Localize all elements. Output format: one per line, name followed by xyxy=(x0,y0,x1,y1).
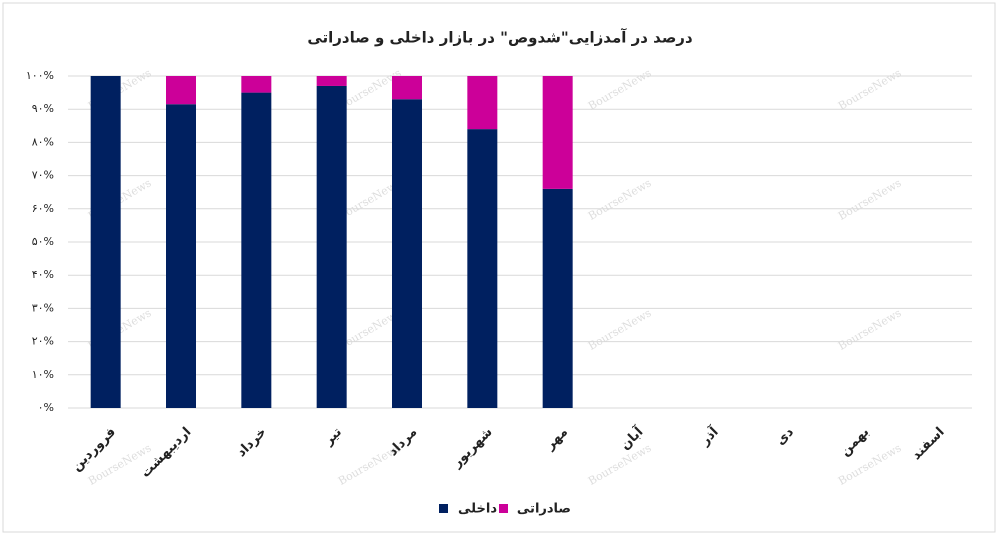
y-tick-label: ۱۰% xyxy=(32,368,54,381)
y-tick-label: ۹۰% xyxy=(32,102,54,115)
bar-segment xyxy=(316,85,347,409)
y-tick-label: ۸۰% xyxy=(32,135,54,148)
y-tick-label: ۳۰% xyxy=(32,301,54,314)
bar-segment xyxy=(542,188,573,408)
y-tick-label: ۰% xyxy=(38,401,54,414)
y-tick-label: ۶۰% xyxy=(32,202,54,215)
bar-segment xyxy=(467,76,498,130)
legend-label: داخلی xyxy=(458,502,497,517)
bar-segment xyxy=(392,76,422,100)
bar-segment xyxy=(166,104,196,408)
legend-label: صادراتی xyxy=(517,502,571,517)
y-tick-label: ۱۰۰% xyxy=(26,69,54,82)
bar-segment xyxy=(90,76,121,408)
bar-segment xyxy=(542,76,573,189)
y-tick-label: ۲۰% xyxy=(32,335,54,348)
legend-swatch xyxy=(499,504,508,513)
y-tick-label: ۴۰% xyxy=(32,268,54,281)
bar-segment xyxy=(392,99,422,409)
bar-segment xyxy=(166,76,196,105)
y-tick-label: ۷۰% xyxy=(32,169,54,182)
chart-title: درصد در آمدزایی"شدوص" در بازار داخلی و ص… xyxy=(307,29,693,47)
bar-segment xyxy=(467,129,498,408)
bar-segment xyxy=(241,92,272,408)
bar-segment xyxy=(241,76,272,93)
y-tick-label: ۵۰% xyxy=(32,235,54,248)
legend-swatch xyxy=(439,504,448,513)
bar-segment xyxy=(316,76,347,86)
